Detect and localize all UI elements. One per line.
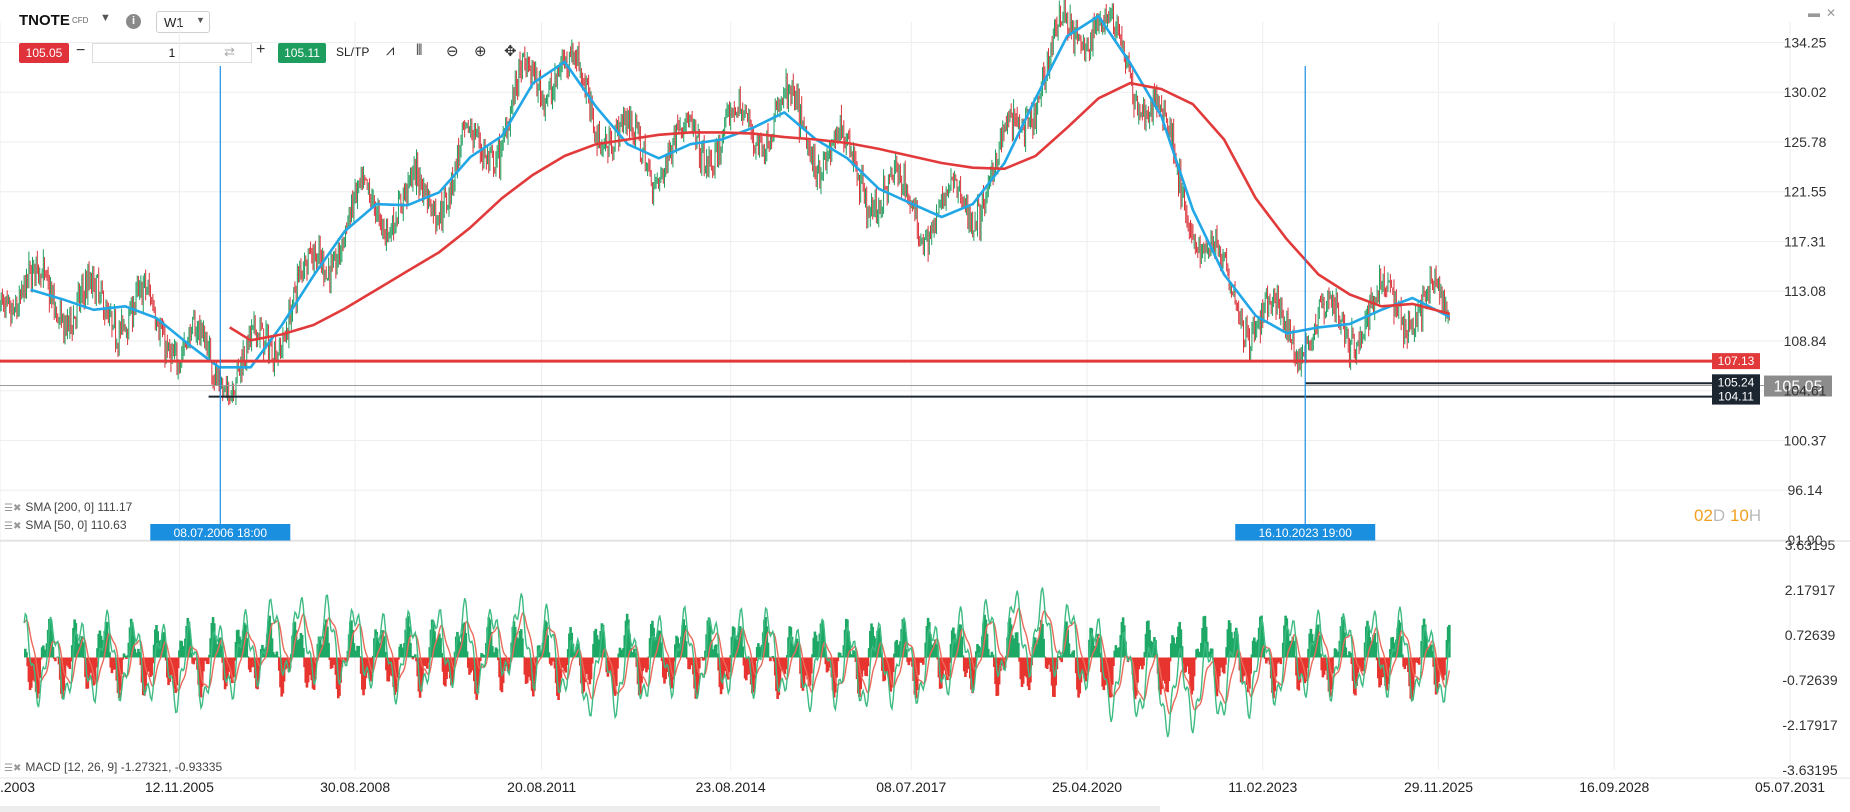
date-tick-label: 12.11.2005 [145,779,214,795]
vertical-marker-label [1235,524,1376,541]
symbol-dropdown-icon[interactable]: ▼ [100,12,111,24]
date-tick-label: 23.08.2014 [696,779,766,795]
macd-tick-label: -0.72639 [1782,672,1837,688]
sma50-label: SMA [50, 0] 110.63 [25,518,127,532]
candle-countdown: 02D 10H [1694,506,1761,526]
settings-icon[interactable]: ☰✖ [4,763,22,774]
macd-tick-label: 2.17917 [1785,582,1836,598]
settings-icon[interactable]: ☰✖ [4,521,22,532]
decrease-quantity-button[interactable]: − [76,42,86,59]
level-price-text: 107.13 [1718,354,1755,368]
date-tick-label: 08.07.2017 [876,779,946,795]
level-price-label [1712,374,1760,391]
quantity-input[interactable]: 1 [92,43,252,63]
candlesticks [0,0,1450,406]
macd-panel [23,587,1451,738]
macd-tick-label: 0.72639 [1785,627,1836,643]
countdown-hours: 10 [1729,506,1749,525]
level-price-text: 104.11 [1718,390,1754,404]
sma200-line [229,81,1450,342]
level-price-label [1712,388,1760,405]
macd-line [23,587,1450,738]
macd-tick-label: -3.63195 [1782,762,1837,778]
date-tick-label: 29.11.2025 [1404,779,1473,795]
zoom-out-icon[interactable]: ⊖ [446,43,459,60]
macd-legend[interactable]: ☰✖ MACD [12, 26, 9] -1.27321, -0.93335 [4,760,222,774]
date-tick-label: 20.08.2011 [507,779,576,795]
price-tick-label: 104.61 [1784,383,1827,399]
symbol-label[interactable]: TNOTE [19,12,70,29]
buy-button[interactable]: 105.11 [278,43,326,63]
axes: 134.25130.02125.78121.55117.31113.08108.… [0,35,1850,812]
price-tick-label: 134.25 [1784,35,1827,51]
price-tick-label: 91.90 [1787,532,1822,548]
countdown-days-unit: D [1712,506,1726,525]
close-icon[interactable]: ✕ [1826,6,1837,20]
countdown-days: 02 [1694,506,1713,525]
date-tick-label: 05.07.2031 [1755,779,1825,795]
current-price-badge [1764,375,1832,397]
increase-quantity-button[interactable]: + [256,41,266,58]
vertical-markers: 08.07.2006 18:00 16.10.2023 19:00 [150,66,1376,541]
timeframe-select[interactable]: W1 [156,11,210,33]
settings-icon[interactable]: ☰✖ [4,503,22,514]
price-tick-label: 100.37 [1784,433,1827,449]
vertical-marker-text: 08.07.2006 18:00 [174,526,268,540]
price-tick-label: 125.78 [1784,134,1827,150]
instrument-type-label: CFD [72,16,89,25]
sma50-legend[interactable]: ☰✖ SMA [50, 0] 110.63 [4,518,127,532]
date-tick-label: 30.08.2008 [320,779,390,795]
sma200-legend[interactable]: ☰✖ SMA [200, 0] 111.17 [4,500,132,514]
price-tick-label: 130.02 [1784,84,1827,100]
date-tick-label: 16.09.2028 [1579,779,1649,795]
price-tick-label: 117.31 [1784,234,1826,250]
macd-tick-label: 3.63195 [1785,537,1836,553]
price-tick-label: 96.14 [1787,482,1822,498]
level-price-label [1712,353,1760,370]
sell-button[interactable]: 105.05 [19,43,69,63]
macd-label: MACD [12, 26, 9] -1.27321, -0.93335 [25,760,223,774]
chevron-down-icon[interactable]: ▼ [196,15,205,25]
current-price-text: 105.05 [1774,379,1823,396]
macd-signal-line [23,607,1450,716]
horizontal-scrollbar [0,806,1160,812]
level-price-text: 105.24 [1718,375,1755,389]
vertical-marker-label [150,524,291,541]
vertical-marker-text: 16.10.2023 19:00 [1259,526,1353,540]
moving-averages [30,14,1451,369]
macd-tick-label: -2.17917 [1782,717,1837,733]
chart-type-icon[interactable]: ⩘ [386,42,395,59]
indicators-icon[interactable]: ⫴ [416,42,423,59]
sltp-button[interactable]: SL/TP [336,45,370,59]
chart-toolbar: TNOTE CFD ▼ i W1 ▼ 105.05 − 1 ⇄ + 105.11… [0,0,1850,66]
swap-icon[interactable]: ⇄ [224,44,235,59]
zoom-in-icon[interactable]: ⊕ [474,43,487,60]
date-tick-label: 25.04.2020 [1052,779,1122,795]
countdown-hours-unit: H [1748,506,1762,525]
move-icon[interactable]: ✥ [504,43,517,60]
minimize-icon[interactable]: ▬ [1808,6,1820,20]
info-icon[interactable]: i [126,14,141,29]
date-tick-label: 11.02.2023 [1228,779,1297,795]
sma200-label: SMA [200, 0] 111.17 [25,500,133,514]
date-tick-label: 04.01.2003 [0,779,35,795]
price-tick-label: 108.84 [1784,333,1827,349]
price-tick-label: 121.55 [1784,184,1827,200]
price-tick-label: 113.08 [1784,283,1826,299]
